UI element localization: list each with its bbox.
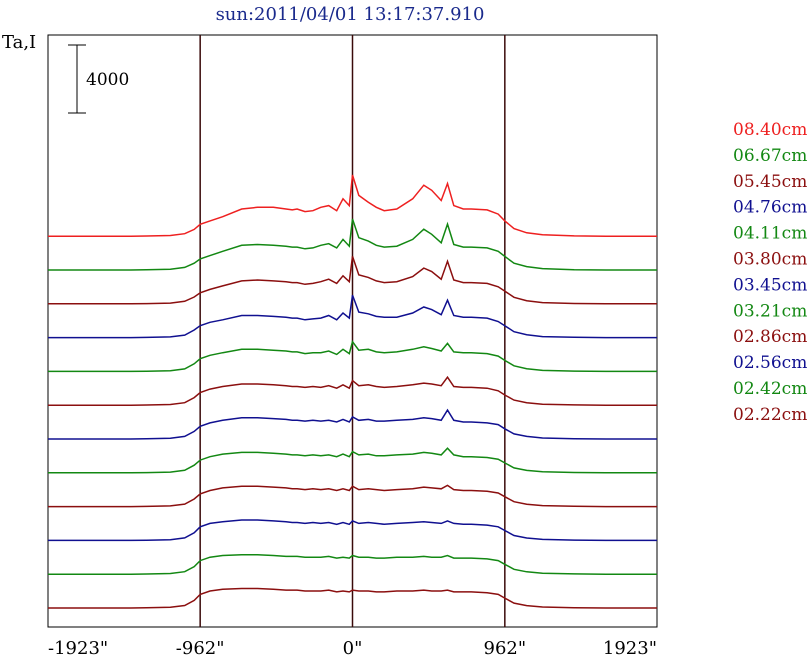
legend-entry: 03.80cm [733, 250, 807, 270]
series-line-05.45cm [48, 255, 657, 305]
scale-bar: 4000 [68, 44, 129, 114]
legend-entry: 03.21cm [733, 301, 807, 321]
vertical-reference-lines [199, 35, 506, 627]
legend-entry: 04.76cm [733, 198, 807, 218]
series-line-04.76cm [48, 294, 657, 339]
series-group [48, 174, 657, 609]
series-line-02.56cm [48, 519, 657, 542]
series-line-03.21cm [48, 447, 657, 474]
y-axis-label: Ta,I [2, 32, 36, 53]
x-tick-labels: -1923" -962" 0" 962" 1923" [48, 638, 657, 659]
x-tick-label: -962" [176, 638, 225, 659]
series-line-06.67cm [48, 218, 657, 271]
x-tick-label: 0" [343, 638, 363, 659]
legend-entry: 02.22cm [733, 405, 807, 425]
legend-entry: 08.40cm [733, 120, 807, 140]
series-line-02.42cm [48, 553, 657, 575]
legend-entry: 05.45cm [733, 172, 807, 192]
x-tick-label: -1923" [48, 638, 108, 659]
x-tick-label: 962" [484, 638, 527, 659]
series-line-08.40cm [48, 174, 657, 237]
series-line-03.80cm [48, 375, 657, 406]
legend-entry: 02.86cm [733, 327, 807, 347]
legend-entry: 04.11cm [733, 224, 807, 244]
legend-entry: 03.45cm [733, 275, 807, 295]
x-tick-label: 1923" [603, 638, 657, 659]
series-line-02.22cm [48, 587, 657, 609]
chart-title: sun:2011/04/01 13:17:37.910 [216, 4, 485, 25]
legend-entry: 06.67cm [733, 146, 807, 166]
legend: 08.40cm 06.67cm 05.45cm 04.76cm 04.11cm 03.80… [733, 120, 807, 425]
legend-entry: 02.42cm [733, 379, 807, 399]
scale-bar-label: 4000 [86, 70, 129, 90]
legend-entry: 02.56cm [733, 353, 807, 373]
series-line-02.86cm [48, 484, 657, 508]
series-line-03.45cm [48, 408, 657, 440]
series-line-04.11cm [48, 340, 657, 373]
